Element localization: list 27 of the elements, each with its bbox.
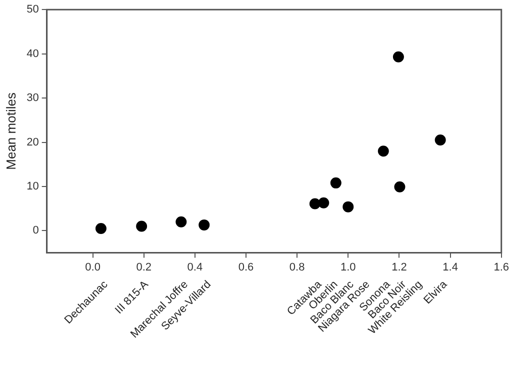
point	[394, 181, 406, 192]
x-tick-label: 0.8	[289, 261, 305, 274]
y-axis-title: Mean motiles	[3, 92, 18, 170]
point	[330, 177, 342, 188]
point	[95, 222, 106, 234]
x-tick-label: 0.6	[238, 261, 254, 274]
y-tick-label: 10	[26, 180, 39, 193]
y-tick-label: 20	[26, 136, 39, 148]
point	[176, 216, 187, 228]
point	[434, 134, 446, 146]
y-tick-label: 0	[32, 224, 39, 237]
x-tick-label: 1.0	[340, 261, 356, 274]
point	[378, 146, 389, 157]
x-tick-label: 0.0	[85, 261, 100, 274]
point	[318, 197, 330, 208]
point	[136, 220, 148, 232]
y-tick-label: 50	[26, 4, 39, 16]
y-tick-label: 30	[26, 92, 39, 104]
y-tick-label: 40	[26, 48, 39, 60]
x-tick-label: 0.2	[136, 261, 152, 274]
x-tick-label: 0.4	[187, 261, 203, 274]
point	[198, 219, 210, 230]
point	[342, 201, 354, 212]
x-tick-label: 1.6	[494, 261, 510, 274]
point	[392, 51, 404, 62]
x-tick-label: 1.4	[442, 261, 458, 274]
x-tick-label: 1.2	[392, 261, 407, 274]
